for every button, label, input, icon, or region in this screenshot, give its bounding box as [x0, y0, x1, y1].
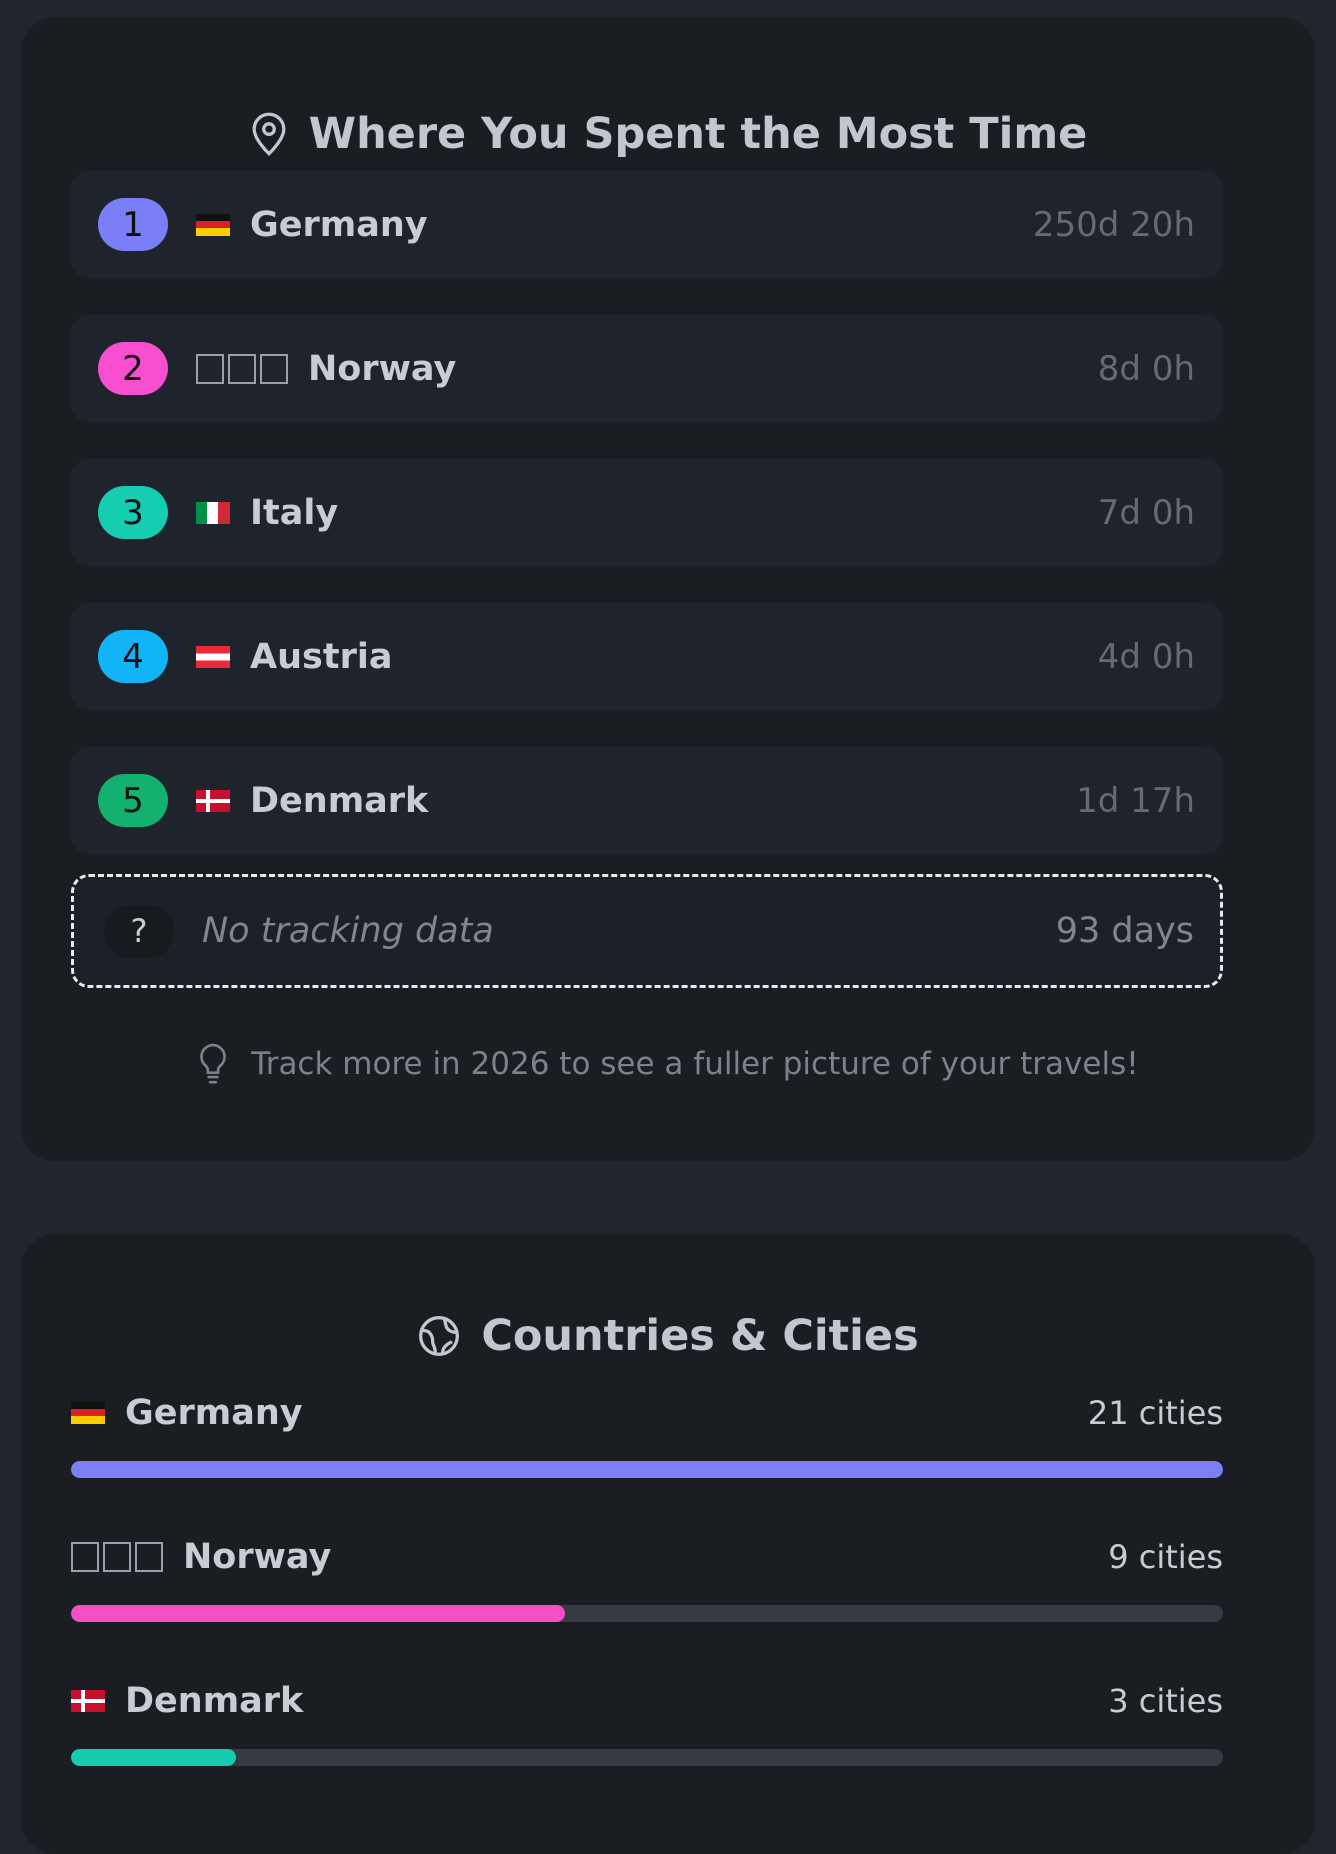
no-data-row: ? No tracking data 93 days: [71, 874, 1223, 988]
rank-badge: 3: [98, 486, 168, 539]
flag-icon: [71, 1690, 105, 1712]
country-item: Norway 9 cities: [71, 1532, 1223, 1622]
progress-track: [71, 1749, 1223, 1766]
country-row: 1 Germany 250d 20h: [71, 171, 1223, 278]
section-header: Where You Spent the Most Time: [21, 109, 1315, 159]
country-row: 4 Austria 4d 0h: [71, 603, 1223, 710]
flag-icon: [196, 353, 288, 384]
progress-bar: [71, 1461, 1223, 1478]
time-value: 4d 0h: [1097, 636, 1195, 677]
no-data-label: No tracking data: [202, 911, 494, 951]
bulb-icon: [200, 1043, 227, 1084]
tip: Track more in 2026 to see a fuller pictu…: [0, 1042, 1336, 1086]
city-count: 21 cities: [1087, 1394, 1223, 1432]
unknown-icon: ?: [104, 904, 174, 958]
country-row: 2 Norway 8d 0h: [71, 315, 1223, 422]
flag-icon: [196, 645, 230, 668]
country-name: Germany: [250, 204, 428, 245]
country-name: Denmark: [125, 1681, 304, 1721]
city-count: 9 cities: [1108, 1538, 1223, 1576]
progress-bar: [71, 1749, 236, 1766]
country-row: 5 Denmark 1d 17h: [71, 747, 1223, 854]
rank-badge: 4: [98, 630, 168, 683]
flag-icon: [71, 1542, 163, 1572]
pin-icon: [252, 112, 286, 156]
flag-icon: [196, 213, 230, 236]
progress-track: [71, 1605, 1223, 1622]
section-title: Where You Spent the Most Time: [308, 109, 1088, 159]
globe-icon: [419, 1316, 460, 1356]
time-value: 1d 17h: [1076, 780, 1195, 821]
flag-icon: [196, 501, 230, 524]
page-body: {"most_time": {"title": "Where You Spent…: [0, 17, 1336, 1854]
country-item: Germany 21 cities: [71, 1388, 1223, 1478]
rank-badge: 5: [98, 774, 168, 827]
tip-text: Track more in 2026 to see a fuller pictu…: [251, 1046, 1139, 1082]
country-name: Norway: [308, 348, 457, 389]
country-row: 3 Italy 7d 0h: [71, 459, 1223, 566]
progress-track: [71, 1461, 1223, 1478]
flag-icon: [196, 789, 230, 812]
progress-bar: [71, 1605, 565, 1622]
city-count: 3 cities: [1108, 1682, 1223, 1720]
country-item: Denmark 3 cities: [71, 1676, 1223, 1766]
country-name: Norway: [183, 1537, 332, 1577]
country-name: Denmark: [250, 780, 429, 821]
no-data-value: 93 days: [1055, 911, 1194, 951]
rank-badge: 1: [98, 198, 168, 251]
country-name: Germany: [125, 1393, 303, 1433]
time-value: 250d 20h: [1032, 204, 1195, 245]
flag-icon: [71, 1402, 105, 1424]
time-value: 7d 0h: [1097, 492, 1195, 533]
section-header: Countries & Cities: [21, 1311, 1315, 1361]
rank-badge: 2: [98, 342, 168, 395]
section-title: Countries & Cities: [481, 1311, 919, 1361]
page: html, body { margin: 0; padding: 0; } bo…: [0, 17, 1336, 1854]
time-value: 8d 0h: [1097, 348, 1195, 389]
country-name: Italy: [250, 492, 339, 533]
country-name: Austria: [250, 636, 393, 677]
